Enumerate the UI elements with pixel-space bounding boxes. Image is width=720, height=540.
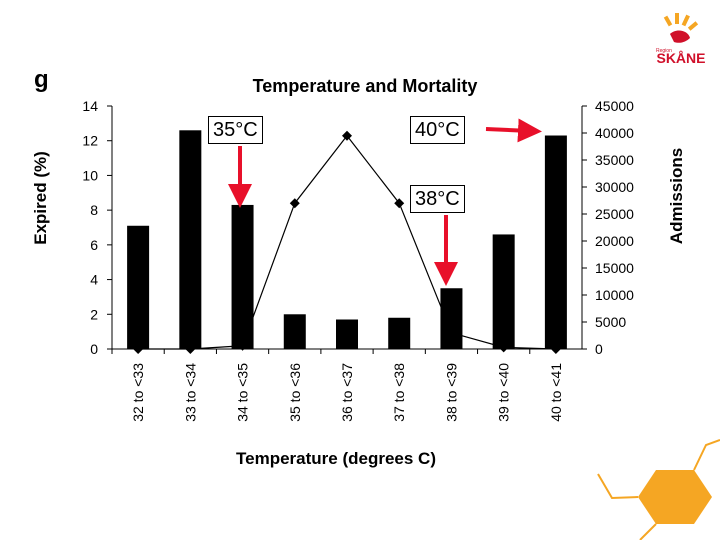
y-tick-label: 10	[82, 167, 98, 183]
admissions-point	[394, 198, 405, 209]
y2-tick-label: 40000	[595, 125, 634, 141]
x-tick-label: 38 to <39	[443, 363, 459, 422]
region-skane-logo: Region SKÅNE	[650, 12, 712, 72]
bar-37-to-38	[388, 317, 411, 349]
y-axis-label: Expired (%)	[31, 151, 50, 245]
y-tick-label: 8	[90, 202, 98, 218]
annotation-arrows	[228, 118, 542, 286]
x-axis-label: Temperature (degrees C)	[236, 449, 436, 468]
y-tick-label: 6	[90, 237, 98, 253]
arrow-40c	[485, 118, 542, 143]
admissions-point	[185, 344, 196, 354]
x-axis-ticks: 32 to <33 33 to <34 34 to <35 35 to <36 36 t…	[111, 349, 564, 422]
y2-axis-label: Admissions	[667, 148, 686, 244]
annotation-38c: 38°C	[410, 185, 465, 213]
bar-40-to-41	[544, 135, 567, 349]
decorative-hexagons	[597, 439, 720, 540]
orange-hexagon-icon	[638, 470, 712, 524]
admissions-point	[446, 327, 457, 338]
y2-axis-ticks: 0 5000 10000 15000 20000 25000 30000 35000 40000…	[582, 98, 634, 357]
slide-letter: g	[34, 66, 49, 93]
admissions-point	[133, 344, 144, 354]
y-tick-label: 2	[90, 306, 98, 322]
y2-tick-label: 0	[595, 341, 603, 357]
x-tick-label: 32 to <33	[130, 363, 146, 422]
bar-35-to-36	[283, 314, 306, 349]
x-tick-label: 34 to <35	[235, 363, 251, 422]
x-tick-label: 37 to <38	[391, 363, 407, 422]
admissions-point	[342, 130, 352, 141]
annotation-40c: 40°C	[410, 116, 465, 144]
bar-34-to-35	[231, 204, 254, 349]
y2-tick-label: 10000	[595, 287, 634, 303]
y2-tick-label: 15000	[595, 260, 634, 276]
x-tick-label: 33 to <34	[182, 363, 198, 422]
hexagon-outline-left	[597, 473, 639, 500]
bar-series	[127, 130, 567, 349]
y-tick-label: 14	[82, 98, 98, 114]
y2-tick-label: 5000	[595, 314, 626, 330]
y-tick-label: 0	[90, 341, 98, 357]
y2-tick-label: 20000	[595, 233, 634, 249]
logo-small-text: Region	[656, 48, 672, 54]
bar-36-to-37	[336, 319, 358, 349]
admissions-point	[237, 340, 248, 351]
y2-tick-label: 25000	[595, 206, 634, 222]
admissions-point	[550, 344, 561, 354]
y-tick-label: 12	[82, 133, 98, 149]
bar-33-to-34	[179, 130, 202, 349]
hexagon-outline-bottom	[639, 523, 657, 540]
hexagon-outline-right	[693, 439, 720, 471]
x-tick-label: 39 to <40	[496, 363, 512, 422]
admissions-point	[289, 198, 300, 209]
x-tick-label: 40 to <41	[548, 363, 564, 422]
x-tick-label: 35 to <36	[287, 363, 303, 422]
bar-39-to-40	[492, 234, 515, 349]
y-axis-ticks: 0 2 4 6 8 10 12 14	[82, 98, 112, 357]
bar-32-to-33	[127, 225, 150, 349]
x-tick-label: 36 to <37	[339, 363, 355, 422]
admissions-line-series	[133, 130, 561, 354]
y-tick-label: 4	[90, 272, 98, 288]
y2-tick-label: 30000	[595, 179, 634, 195]
y2-tick-label: 45000	[595, 98, 634, 114]
logo-mark-icon: Region SKÅNE	[656, 13, 706, 66]
chart-title: Temperature and Mortality	[253, 76, 478, 96]
admissions-point	[498, 342, 509, 353]
bar-38-to-39	[440, 288, 463, 349]
annotation-35c: 35°C	[208, 116, 263, 144]
y2-tick-label: 35000	[595, 152, 634, 168]
logo-text: SKÅNE	[656, 50, 705, 66]
